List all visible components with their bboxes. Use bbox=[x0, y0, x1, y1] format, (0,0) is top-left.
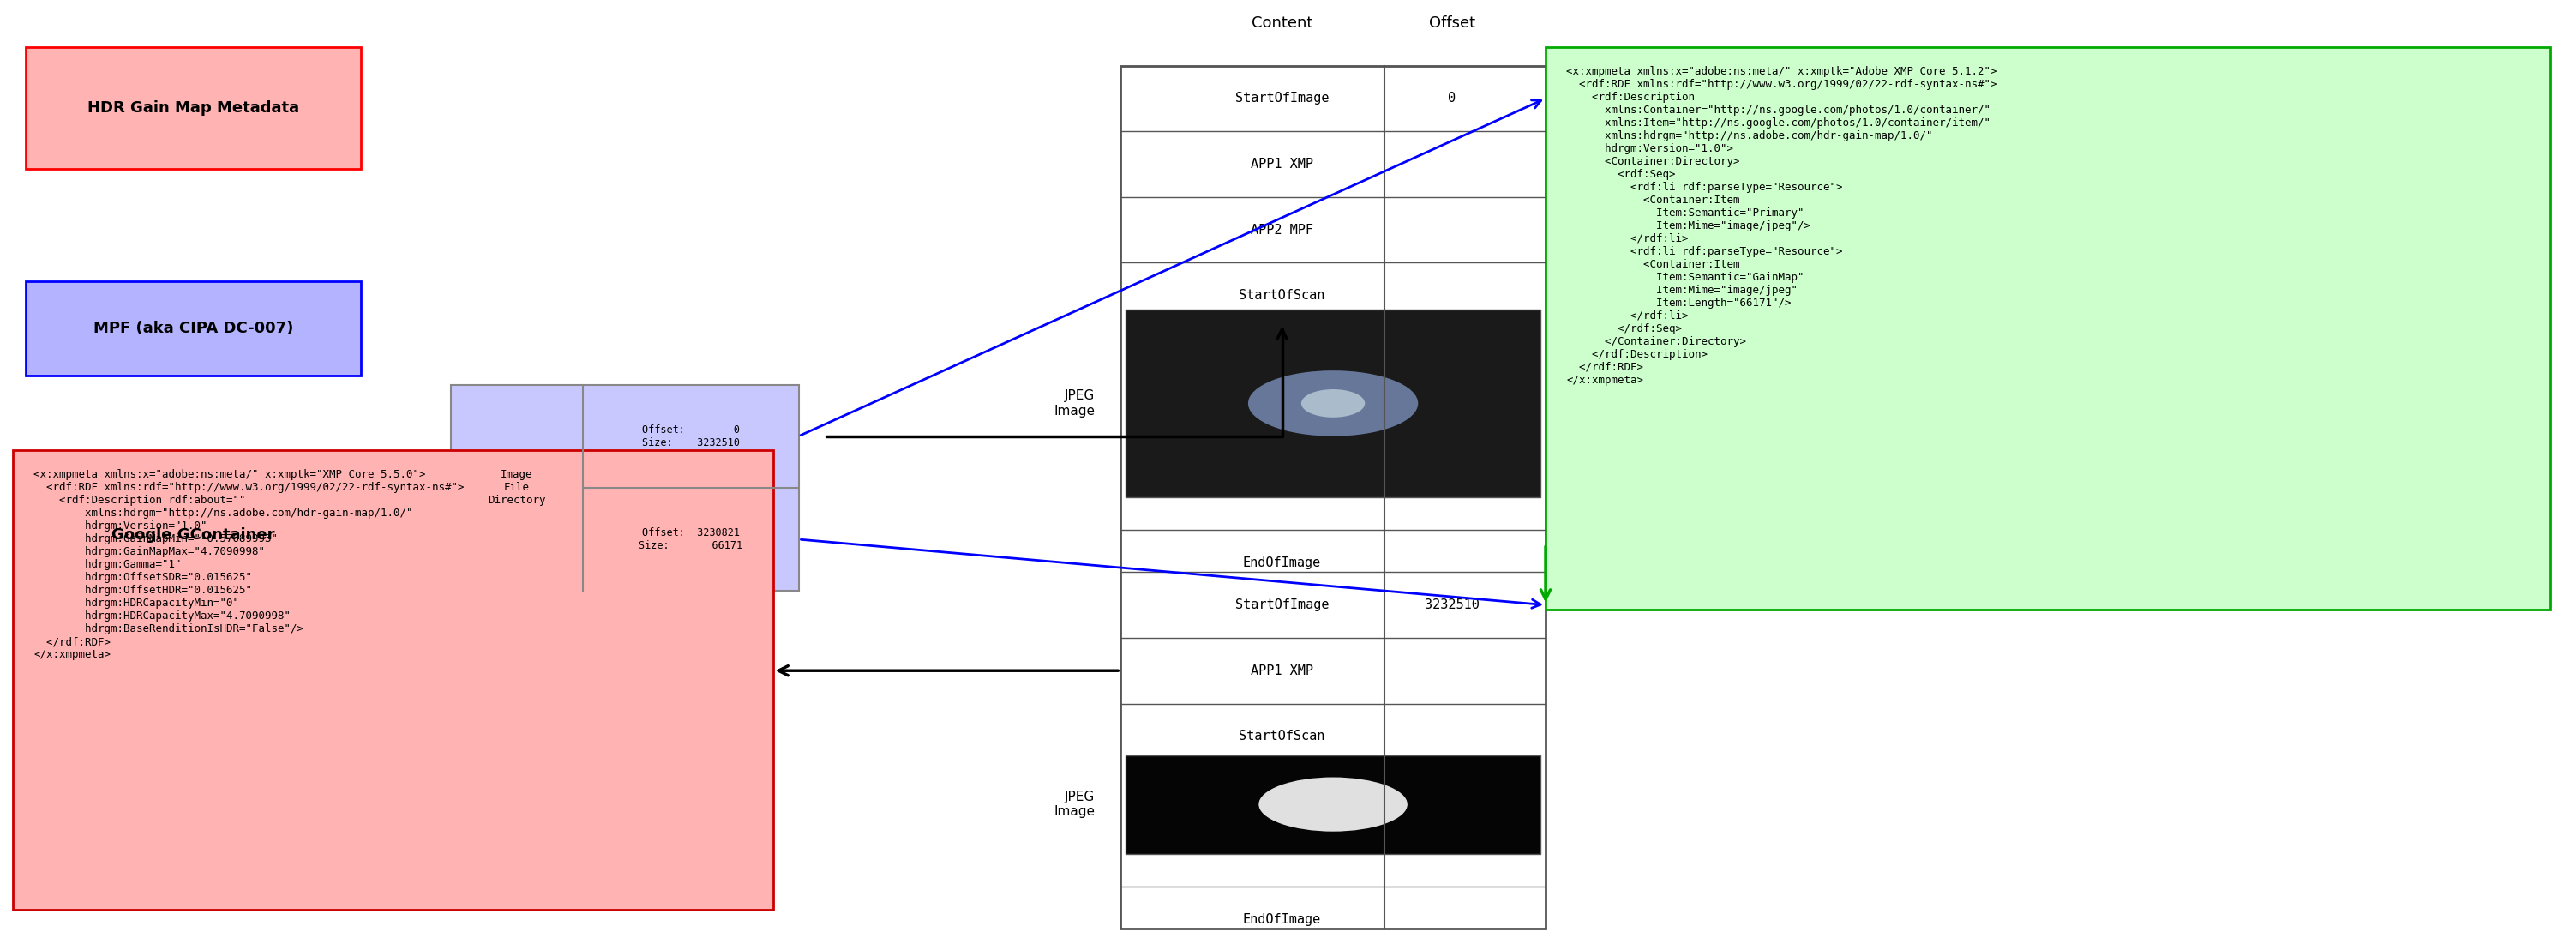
FancyBboxPatch shape bbox=[1121, 66, 1546, 929]
Text: StartOfImage: StartOfImage bbox=[1234, 598, 1329, 612]
Text: EndOfImage: EndOfImage bbox=[1244, 913, 1321, 926]
FancyBboxPatch shape bbox=[1546, 47, 2550, 610]
Text: <x:xmpmeta xmlns:x="adobe:ns:meta/" x:xmptk="XMP Core 5.5.0">
  <rdf:RDF xmlns:r: <x:xmpmeta xmlns:x="adobe:ns:meta/" x:xm… bbox=[33, 469, 464, 660]
FancyBboxPatch shape bbox=[26, 281, 361, 375]
Text: JPEG
Image: JPEG Image bbox=[1054, 389, 1095, 417]
Text: Offset:        0
Size:    3232510: Offset: 0 Size: 3232510 bbox=[641, 424, 739, 448]
FancyBboxPatch shape bbox=[26, 47, 361, 169]
Ellipse shape bbox=[1260, 778, 1406, 831]
FancyBboxPatch shape bbox=[451, 385, 799, 591]
FancyBboxPatch shape bbox=[1126, 755, 1540, 854]
Text: APP1 XMP: APP1 XMP bbox=[1252, 158, 1314, 171]
Text: Google GContainer: Google GContainer bbox=[111, 527, 276, 542]
Text: JPEG
Image: JPEG Image bbox=[1054, 791, 1095, 818]
Ellipse shape bbox=[1247, 371, 1417, 436]
Text: 3232510: 3232510 bbox=[1425, 598, 1479, 612]
Text: Offset:  3230821
Size:       66171: Offset: 3230821 Size: 66171 bbox=[639, 527, 742, 552]
Text: EndOfImage: EndOfImage bbox=[1244, 556, 1321, 569]
Text: 0: 0 bbox=[1448, 92, 1455, 105]
Text: HDR Gain Map Metadata: HDR Gain Map Metadata bbox=[88, 100, 299, 115]
Text: Offset: Offset bbox=[1430, 16, 1476, 31]
Text: Content: Content bbox=[1252, 16, 1314, 31]
Text: MPF (aka CIPA DC-007): MPF (aka CIPA DC-007) bbox=[93, 321, 294, 336]
Text: StartOfScan: StartOfScan bbox=[1239, 289, 1324, 302]
FancyBboxPatch shape bbox=[26, 488, 361, 582]
Ellipse shape bbox=[1301, 389, 1365, 417]
Text: APP2 MPF: APP2 MPF bbox=[1252, 223, 1314, 236]
FancyBboxPatch shape bbox=[13, 450, 773, 910]
FancyBboxPatch shape bbox=[1126, 310, 1540, 497]
Text: StartOfScan: StartOfScan bbox=[1239, 730, 1324, 743]
Text: Image
File
Directory: Image File Directory bbox=[487, 469, 546, 507]
Text: StartOfImage: StartOfImage bbox=[1234, 92, 1329, 105]
Text: APP1 XMP: APP1 XMP bbox=[1252, 664, 1314, 677]
Text: <x:xmpmeta xmlns:x="adobe:ns:meta/" x:xmptk="Adobe XMP Core 5.1.2">
  <rdf:RDF x: <x:xmpmeta xmlns:x="adobe:ns:meta/" x:xm… bbox=[1566, 66, 1996, 386]
